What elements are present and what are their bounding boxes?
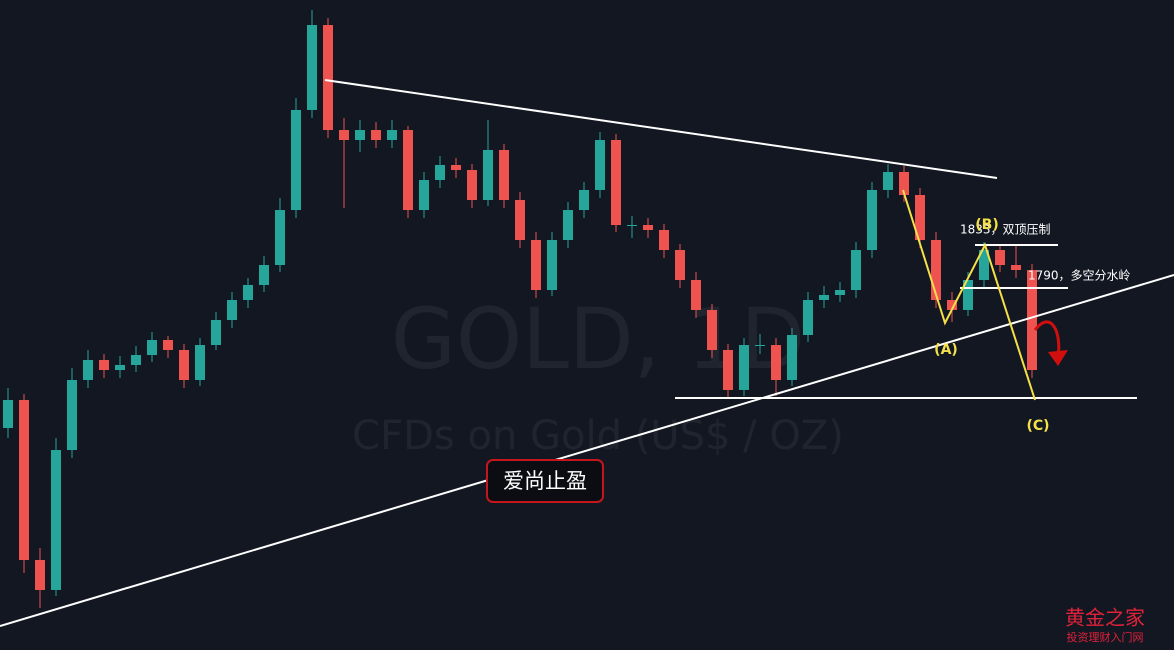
candle-body (627, 225, 637, 226)
candle-body (867, 190, 877, 250)
candle-body (803, 300, 813, 335)
wave-line (902, 189, 1036, 401)
candle-body (931, 240, 941, 300)
candle-body (211, 320, 221, 345)
candle-body (611, 140, 621, 225)
logo-name: 黄金之家 (1065, 606, 1145, 630)
logo-tagline: 投资理财入门网 (1067, 630, 1144, 644)
candle-body (787, 335, 797, 380)
candle-body (323, 25, 333, 130)
arrow (1033, 320, 1061, 359)
candle-body (515, 200, 525, 240)
annotation: 1790，多空分水岭 (1028, 269, 1131, 283)
candle-body (339, 130, 349, 140)
candle-body (403, 130, 413, 210)
candle-body (243, 285, 253, 300)
candle-body (467, 170, 477, 200)
candle-body (227, 300, 237, 320)
candle-body (1027, 270, 1037, 370)
candle-body (1011, 265, 1021, 270)
candle-body (19, 400, 29, 560)
candle-body (99, 360, 109, 370)
candle-body (739, 345, 749, 390)
candle-body (595, 140, 605, 190)
candle-body (947, 300, 957, 310)
watermark-subtitle: CFDs on Gold (US$ / OZ) (352, 413, 844, 459)
candle-body (51, 450, 61, 590)
badge: 爱尚止盈 (503, 469, 587, 493)
candle-body (259, 265, 269, 285)
candle-body (179, 350, 189, 380)
candle-body (355, 130, 365, 140)
candle-body (899, 172, 909, 195)
candle-body (851, 250, 861, 290)
candle-body (291, 110, 301, 210)
candle-body (659, 230, 669, 250)
candle-body (995, 250, 1005, 265)
candle-body (915, 195, 925, 240)
badge-box (486, 459, 604, 503)
candle-body (35, 560, 45, 590)
candle-body (195, 345, 205, 380)
candle-body (979, 250, 989, 280)
candle-body (115, 365, 125, 370)
candle-body (835, 290, 845, 295)
candle-body (883, 172, 893, 190)
candle-body (483, 150, 493, 200)
candle-body (163, 340, 173, 350)
candle-body (563, 210, 573, 240)
candle-body (67, 380, 77, 450)
candle-body (819, 295, 829, 300)
candle-body (643, 225, 653, 230)
candle-body (147, 340, 157, 355)
trend-line (0, 274, 1174, 627)
candle-body (675, 250, 685, 280)
candle-body (691, 280, 701, 310)
candle-body (771, 345, 781, 380)
wave-label: (C) (1026, 418, 1049, 434)
candle-body (435, 165, 445, 180)
candle-body (499, 150, 509, 200)
candle-body (387, 130, 397, 140)
wave-label: (A) (934, 342, 958, 358)
candle-body (531, 240, 541, 290)
candle-body (83, 360, 93, 380)
candle-body (579, 190, 589, 210)
candle-body (963, 280, 973, 310)
candle-body (371, 130, 381, 140)
candle-body (707, 310, 717, 350)
candle-body (755, 345, 765, 346)
trend-line (324, 79, 998, 179)
candle-body (3, 400, 13, 428)
candle-body (275, 210, 285, 265)
annotations (0, 79, 1174, 627)
candle-body (547, 240, 557, 290)
candle-body (307, 25, 317, 110)
candle-body (131, 355, 141, 365)
watermark-title: GOLD, 1D (391, 290, 805, 388)
candle-body (723, 350, 733, 390)
candles (3, 10, 1037, 608)
candle-body (419, 180, 429, 210)
annotation: 1833，双顶压制 (960, 223, 1051, 237)
candle-body (451, 165, 461, 170)
wave-label: (B) (975, 217, 998, 233)
arrow-head (1048, 350, 1068, 366)
